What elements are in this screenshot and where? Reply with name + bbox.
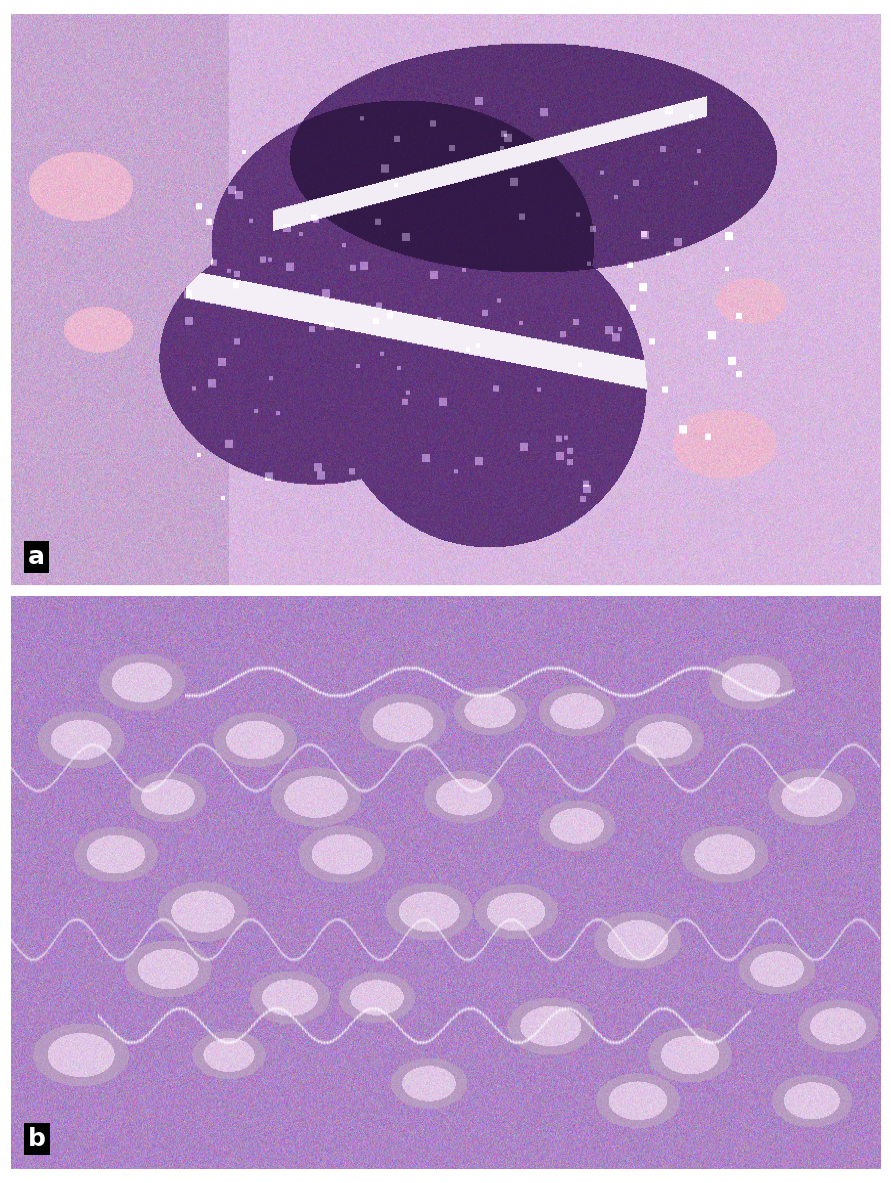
- Text: b: b: [29, 1127, 46, 1151]
- Text: a: a: [29, 545, 45, 569]
